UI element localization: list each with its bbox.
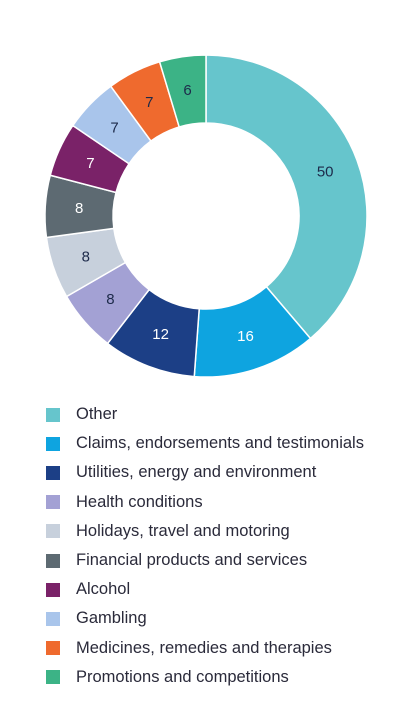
legend-swatch xyxy=(46,436,60,451)
slice-9 xyxy=(158,54,207,128)
legend-swatch xyxy=(46,582,60,597)
legend-label: Holidays, travel and motoring xyxy=(76,521,290,540)
legend-item: Claims, endorsements and testimonials xyxy=(46,429,364,458)
donut-chart: 50 16 12 8 8 8 7 7 7 6 xyxy=(44,54,368,378)
slice-label-5: 8 xyxy=(75,200,83,217)
slice-label-7: 7 xyxy=(110,119,118,136)
legend-label: Medicines, remedies and therapies xyxy=(76,638,332,657)
slice-label-4: 8 xyxy=(82,249,90,266)
legend-item: Utilities, energy and environment xyxy=(46,458,364,487)
slice-label-2: 12 xyxy=(152,326,169,343)
legend-item: Gambling xyxy=(46,604,364,633)
legend-swatch xyxy=(46,670,60,685)
legend-item: Alcohol xyxy=(46,575,364,604)
legend-swatch xyxy=(46,553,60,568)
slice-label-6: 7 xyxy=(86,155,94,172)
legend-label: Claims, endorsements and testimonials xyxy=(76,434,364,453)
slice-label-3: 8 xyxy=(106,291,114,308)
legend-swatch xyxy=(46,611,60,626)
slice-label-8: 7 xyxy=(145,94,153,111)
legend-item: Health conditions xyxy=(46,488,364,517)
slice-label-0: 50 xyxy=(317,164,334,181)
legend-item: Promotions and competitions xyxy=(46,663,364,692)
legend-label: Health conditions xyxy=(76,492,203,511)
slice-label-9: 6 xyxy=(183,82,191,99)
legend-item: Medicines, remedies and therapies xyxy=(46,634,364,663)
legend-swatch xyxy=(46,524,60,539)
legend-swatch xyxy=(46,407,60,422)
legend-swatch xyxy=(46,465,60,480)
legend-label: Utilities, energy and environment xyxy=(76,463,317,482)
legend-swatch xyxy=(46,641,60,656)
chart-legend: Other Claims, endorsements and testimonia… xyxy=(46,400,364,692)
legend-item: Holidays, travel and motoring xyxy=(46,517,364,546)
legend-label: Promotions and competitions xyxy=(76,667,289,686)
slice-0 xyxy=(205,54,368,340)
legend-swatch xyxy=(46,495,60,510)
legend-label: Other xyxy=(76,405,118,424)
legend-label: Financial products and services xyxy=(76,551,308,570)
slice-label-1: 16 xyxy=(237,328,254,345)
legend-label: Gambling xyxy=(76,609,147,628)
legend-item: Financial products and services xyxy=(46,546,364,575)
legend-item: Other xyxy=(46,400,364,429)
legend-label: Alcohol xyxy=(76,580,131,599)
